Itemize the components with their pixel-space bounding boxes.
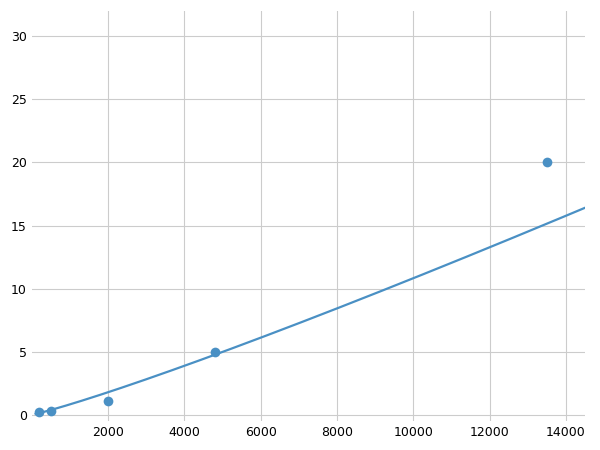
Point <box>210 348 220 355</box>
Point <box>35 409 44 416</box>
Point <box>542 159 551 166</box>
Point <box>103 397 113 405</box>
Point <box>46 407 56 414</box>
